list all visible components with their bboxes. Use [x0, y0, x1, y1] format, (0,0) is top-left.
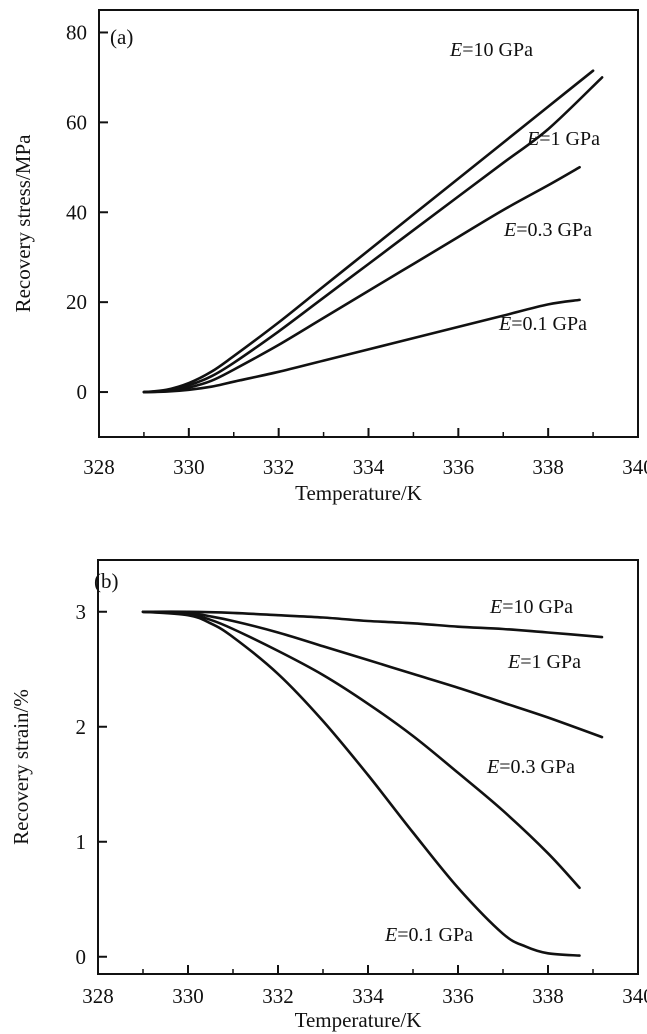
y-tick-label: 1	[76, 830, 87, 854]
x-tick-label: 332	[262, 984, 294, 1008]
x-tick-label: 340	[622, 455, 647, 479]
x-tick-label: 334	[352, 984, 384, 1008]
chart-panel-b: 328 330 332 334 336 338 340 0 1 2 3 Temperature/K Re…	[9, 559, 647, 1032]
x-tick-label: 340	[622, 984, 647, 1008]
y-tick-label: 20	[66, 290, 87, 314]
x-tick-label: 338	[532, 984, 564, 1008]
y-tick-label: 80	[66, 20, 87, 44]
y-tick-label: 0	[77, 380, 88, 404]
series-label: E=0.3 GPa	[486, 756, 575, 778]
x-tick-label: 338	[532, 455, 564, 479]
x-axis-label: Temperature/K	[295, 1008, 422, 1032]
series-line	[141, 610, 604, 639]
y-tick-label: 0	[76, 945, 87, 969]
x-tick-label: 330	[172, 984, 204, 1008]
series-line	[141, 610, 581, 957]
x-tick-label: 328	[82, 984, 114, 1008]
x-tick-label: 330	[173, 455, 205, 479]
series-label: E=1 GPa	[526, 128, 600, 150]
y-tick-label: 60	[66, 110, 87, 134]
panel-label: (b)	[94, 569, 119, 593]
y-tick-label: 2	[76, 715, 87, 739]
series-line	[142, 76, 604, 394]
y-axis-label: Recovery stress/MPa	[11, 134, 35, 313]
x-tick-label: 336	[443, 455, 475, 479]
series-label: E=0.1 GPa	[384, 924, 473, 946]
series-label: E=1 GPa	[507, 651, 581, 673]
series-label: E=10 GPa	[489, 596, 573, 618]
series-label: E=0.1 GPa	[498, 313, 587, 335]
chart-panel-a: 328 330 332 334 336 338 340 0 20 40 60 80 Temperatur…	[11, 9, 647, 505]
panel-label: (a)	[110, 25, 133, 49]
series-label: E=10 GPa	[449, 39, 533, 61]
series-line	[141, 610, 581, 890]
x-tick-label: 328	[83, 455, 115, 479]
x-tick-label: 332	[263, 455, 295, 479]
series-line	[141, 610, 604, 739]
series-line	[142, 166, 581, 394]
y-tick-label: 40	[66, 200, 87, 224]
x-tick-label: 334	[353, 455, 385, 479]
y-tick-label: 3	[76, 600, 87, 624]
x-tick-label: 336	[442, 984, 474, 1008]
x-axis-label: Temperature/K	[295, 481, 422, 505]
series-label: E=0.3 GPa	[503, 219, 592, 241]
series-line	[142, 298, 581, 394]
series-line	[142, 69, 595, 394]
y-axis-label: Recovery strain/%	[9, 689, 33, 845]
